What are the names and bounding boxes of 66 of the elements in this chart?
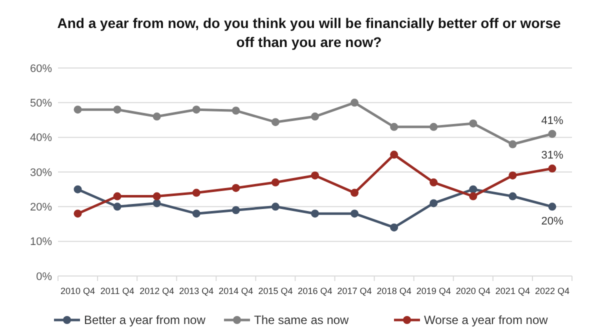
x-tick-label: 2014 Q4: [218, 286, 254, 296]
point: [74, 106, 82, 114]
y-tick-label: 30%: [30, 166, 52, 179]
x-tick-label: 2016 Q4: [298, 286, 332, 296]
point: [469, 185, 478, 194]
data-label: 31%: [541, 150, 564, 162]
legend-label: Better a year from now: [84, 313, 206, 328]
point: [390, 223, 398, 232]
point: [232, 106, 240, 115]
x-tick-label: 2018 Q4: [376, 286, 412, 296]
data-label: 41%: [541, 114, 564, 127]
point: [232, 206, 240, 214]
point: [430, 199, 438, 208]
point: [152, 112, 161, 121]
legend-label: Worse a year from now: [424, 313, 548, 328]
y-tick-label: 40%: [30, 132, 52, 144]
y-tick-label: 10%: [30, 236, 52, 248]
legend-label: The same as now: [254, 313, 350, 328]
point: [271, 178, 280, 186]
x-tick-label: 2013 Q4: [179, 286, 214, 296]
point: [508, 171, 517, 180]
point: [508, 192, 517, 200]
point: [152, 199, 161, 208]
point: [271, 202, 280, 211]
point: [192, 188, 200, 197]
point: [350, 98, 359, 107]
y-tick-label: 0%: [36, 270, 52, 283]
x-tick-label: 2020 Q4: [456, 286, 490, 296]
point: [469, 119, 478, 128]
x-tick-label: 2010 Q4: [60, 286, 96, 296]
point: [430, 178, 438, 186]
point: [350, 210, 359, 218]
x-tick-label: 2017 Q4: [337, 286, 372, 296]
point: [271, 118, 280, 126]
point: [152, 192, 161, 200]
point: [430, 122, 438, 131]
point: [548, 202, 556, 211]
point: [311, 210, 319, 218]
point: [390, 122, 398, 131]
x-tick-label: 2021 Q4: [495, 286, 530, 296]
point: [113, 106, 122, 114]
data-label: 20%: [541, 216, 564, 228]
point: [74, 210, 82, 218]
y-tick-label: 50%: [30, 98, 52, 110]
point: [311, 112, 319, 121]
point: [232, 184, 240, 192]
point: [74, 185, 82, 194]
x-tick-label: 2011 Q4: [100, 286, 134, 296]
point: [192, 210, 200, 218]
point: [469, 192, 478, 200]
y-tick-label: 60%: [30, 62, 52, 75]
point: [113, 202, 122, 211]
point: [113, 192, 122, 200]
x-tick-label: 2019 Q4: [416, 286, 451, 296]
point: [548, 164, 556, 173]
y-tick-label: 20%: [30, 202, 52, 214]
point: [192, 106, 200, 114]
x-tick-label: 2012 Q4: [140, 286, 174, 296]
point: [548, 130, 556, 138]
chart-title: And a year from now, do you think you will be financially better off or worse off than you are now?: [57, 15, 561, 50]
point: [311, 171, 319, 180]
x-tick-label: 2022 Q4: [534, 286, 570, 296]
point: [508, 140, 517, 148]
point: [390, 150, 398, 159]
x-tick-label: 2015 Q4: [258, 286, 293, 296]
point: [350, 188, 359, 197]
